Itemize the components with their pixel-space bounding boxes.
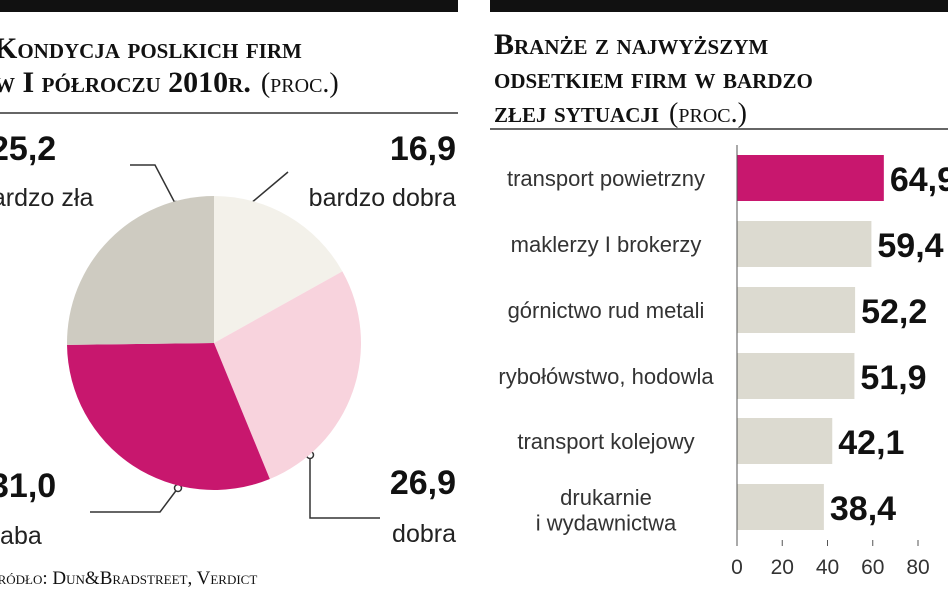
category-label: górnictwo rud metali [508, 298, 705, 323]
header-bar [0, 0, 458, 12]
slice-label: bardzo dobra [309, 184, 456, 212]
bar [737, 418, 833, 464]
chart-title: w I półroczu 2010r. [0, 66, 251, 99]
bar [737, 353, 855, 399]
x-tick-label: 40 [816, 556, 839, 579]
bar [737, 155, 884, 201]
bar [737, 221, 872, 267]
pie-slice [214, 271, 361, 479]
x-tick-label: 60 [861, 556, 884, 579]
chart-title: odsetkiem firm w bardzo [494, 62, 813, 95]
chart-title: Kondycja poslkich firm [0, 32, 302, 65]
chart-unit: (proc.) [261, 68, 339, 99]
value-label: 25,2 [0, 130, 56, 168]
value-label: 52,2 [861, 293, 927, 331]
value-label: 59,4 [877, 227, 943, 265]
category-label: transport kolejowy [517, 429, 694, 454]
source: Źródło: Dun&Bradstreet, Verdict [0, 567, 257, 589]
category-label: rybołówstwo, hodowla [498, 364, 714, 389]
slice-label: dobra [392, 520, 456, 548]
pie-slice [214, 196, 343, 343]
pie-slice [66, 196, 214, 345]
category-label: maklerzy I brokerzy [511, 232, 702, 257]
header-bar [490, 0, 948, 12]
chart-unit: (proc.) [669, 98, 747, 129]
chart-title: złej sytuacji [494, 96, 659, 129]
value-label: 26,9 [390, 464, 456, 502]
bar [737, 287, 856, 333]
slice-label: bardzo zła [0, 184, 93, 212]
x-tick-label: 0 [731, 556, 743, 579]
pie-slice [67, 343, 270, 490]
value-label: 64,9 [890, 161, 948, 199]
chart-title: Branże z najwyższym [494, 28, 768, 61]
slice-label: słaba [0, 522, 42, 550]
x-tick-label: 20 [771, 556, 794, 579]
value-label: 42,1 [838, 424, 904, 462]
category-label: transport powietrzny [507, 166, 705, 191]
value-label: 51,9 [860, 359, 926, 397]
x-tick-label: 80 [906, 556, 929, 579]
category-label: drukarnie i wydawnictwa [536, 485, 677, 535]
value-label: 16,9 [390, 130, 456, 168]
value-label: 38,4 [830, 490, 896, 528]
value-label: 31,0 [0, 467, 56, 505]
bar [737, 484, 824, 530]
